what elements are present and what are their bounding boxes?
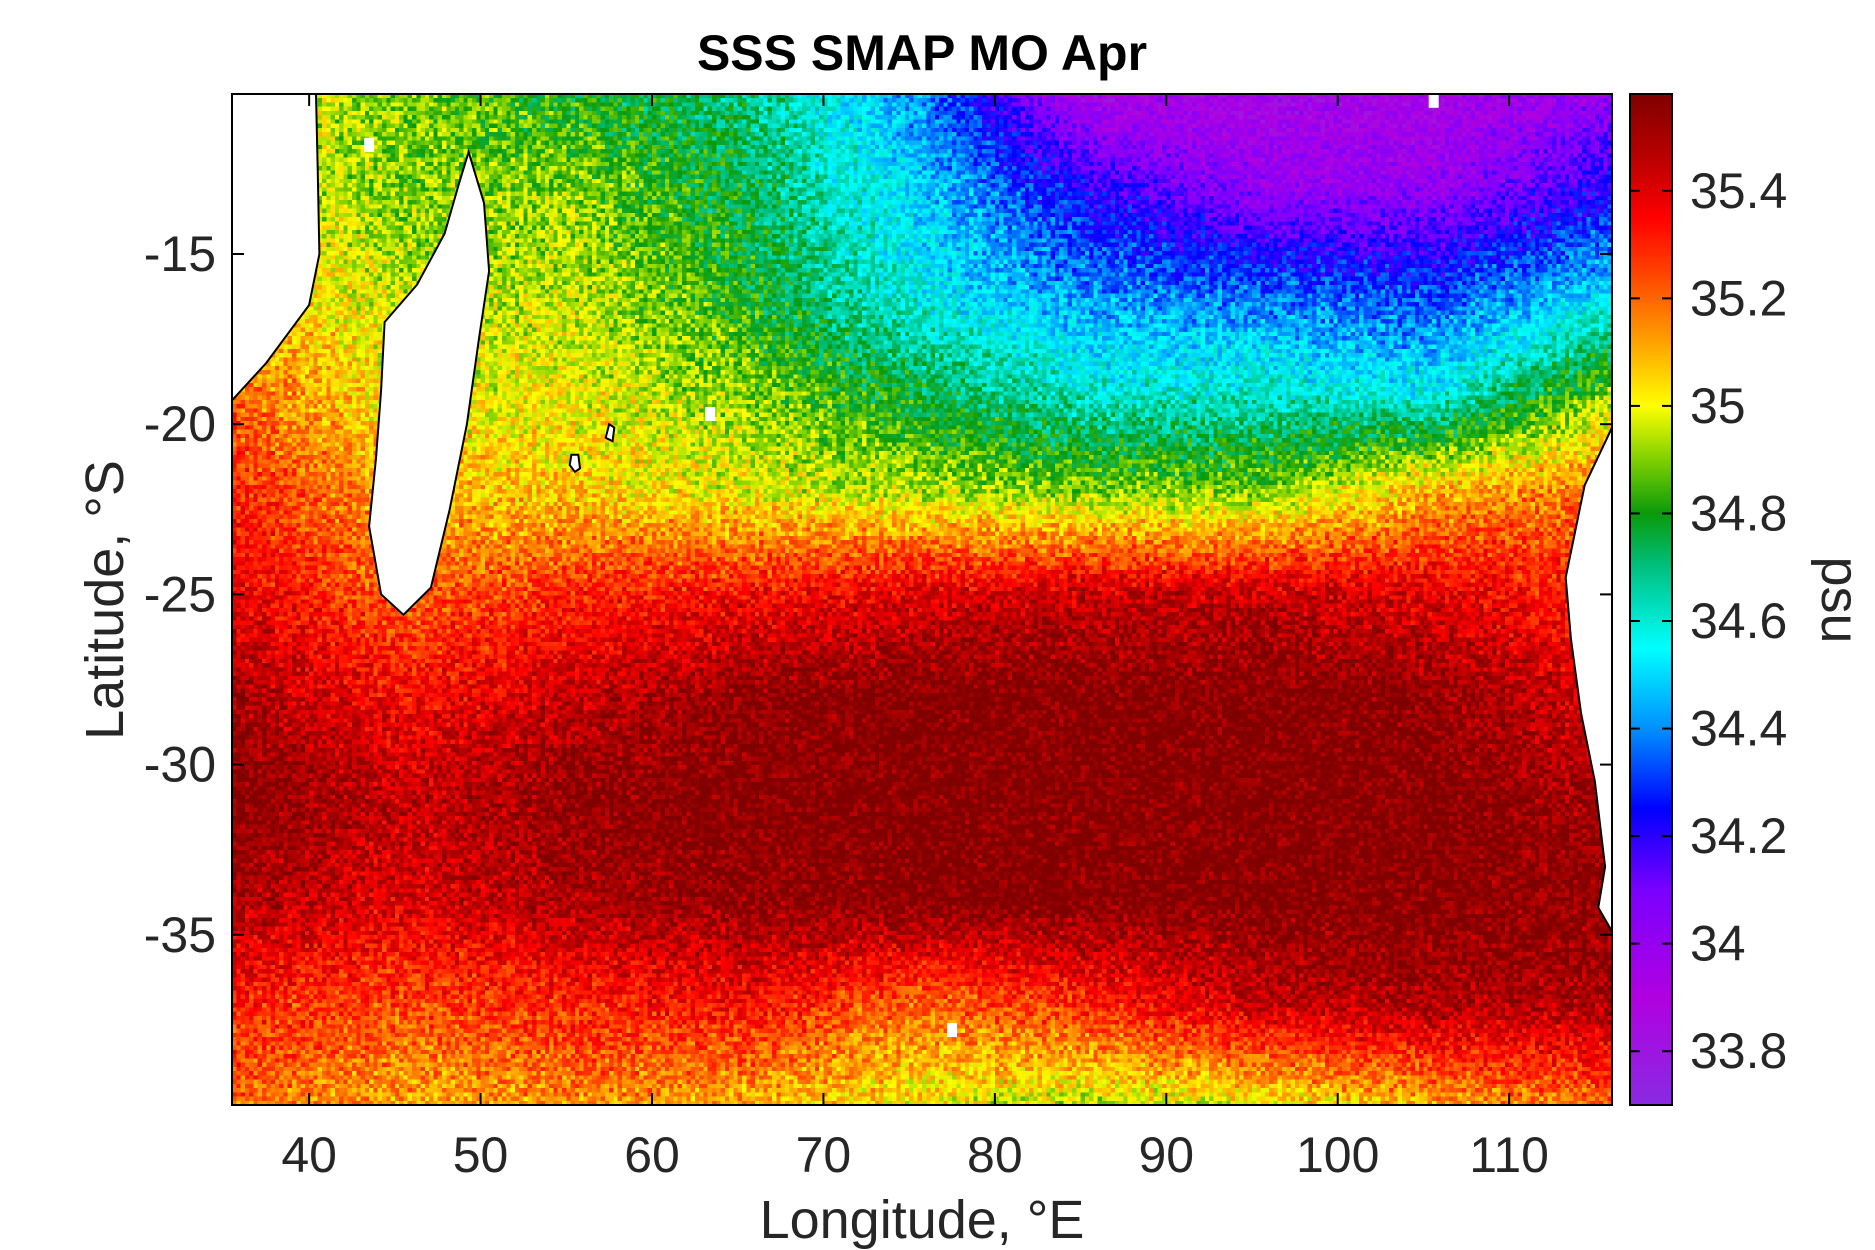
y-tick-label: -15: [144, 226, 216, 282]
land-mauritius: [604, 422, 616, 443]
y-tick-label: -30: [144, 737, 216, 793]
chart-title: SSS SMAP MO Apr: [697, 25, 1147, 81]
x-tick-label: 60: [624, 1127, 680, 1183]
colorbar-tick-label: 34.4: [1690, 701, 1787, 757]
colorbar-tick-label: 34.6: [1690, 593, 1787, 649]
land-australia: [1564, 427, 1612, 934]
masked-spot: [947, 1023, 957, 1038]
plot-area: [232, 94, 1612, 1105]
colorbar: [1629, 93, 1673, 1106]
land-reunion: [568, 453, 582, 474]
y-tick-label: -20: [144, 396, 216, 452]
x-tick-label: 70: [796, 1127, 852, 1183]
masked-spot: [364, 138, 375, 153]
x-axis: 40 50 60 70 80 90 100 110: [281, 94, 1549, 1183]
x-tick-label: 100: [1296, 1127, 1379, 1183]
plot-frame: [231, 93, 1613, 1106]
colorbar-tick-label: 35: [1690, 378, 1746, 434]
colorbar-tick-label: 33.8: [1690, 1023, 1787, 1079]
land-madagascar: [368, 148, 491, 617]
colorbar-tick-label: 35.4: [1690, 163, 1787, 219]
land-layer: [232, 94, 1612, 934]
masked-spots-layer: [364, 94, 1439, 1038]
colorbar-tick-label: 34.2: [1690, 808, 1787, 864]
y-axis-label: Latitude, °S: [75, 460, 135, 740]
y-axis: -15 -20 -25 -30 -35: [144, 226, 1612, 963]
x-tick-label: 90: [1138, 1127, 1194, 1183]
y-tick-label: -35: [144, 907, 216, 963]
masked-spot: [705, 406, 716, 421]
land-africa: [232, 94, 321, 402]
x-tick-label: 40: [281, 1127, 337, 1183]
colorbar-label: psu: [1810, 556, 1870, 643]
x-tick-label: 110: [1469, 1127, 1549, 1183]
colorbar-tick-label: 34.8: [1690, 485, 1787, 541]
masked-spot: [1428, 94, 1439, 108]
colorbar-tick-label: 35.2: [1690, 270, 1787, 326]
colorbar-tick-label: 34: [1690, 916, 1746, 972]
colorbar-axis: 35.4 35.2 35 34.8 34.6 34.4 34.2 34 33.8: [1630, 163, 1787, 1079]
x-tick-label: 80: [967, 1127, 1023, 1183]
x-tick-label: 50: [453, 1127, 509, 1183]
x-axis-label: Longitude, °E: [760, 1190, 1085, 1250]
y-tick-label: -25: [144, 566, 216, 622]
